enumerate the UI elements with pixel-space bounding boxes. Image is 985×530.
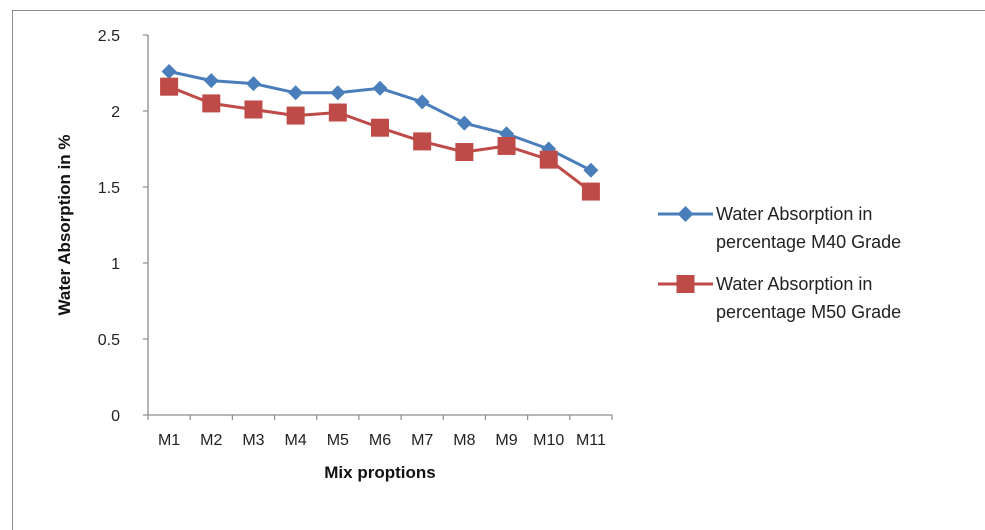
legend-marker-square (676, 275, 695, 293)
data-point-m40 (456, 115, 472, 131)
data-point-m50 (455, 143, 474, 162)
x-tick-label: M1 (158, 432, 180, 449)
data-point-m50 (160, 77, 179, 96)
data-point-m50 (371, 118, 389, 137)
x-tick-label: M5 (327, 432, 349, 449)
x-tick-label: M9 (495, 432, 517, 449)
axes (147, 35, 612, 416)
y-tick-label: 0.5 (98, 332, 120, 349)
x-tick-label: M8 (453, 432, 475, 449)
data-point-m50 (244, 100, 263, 119)
data-point-m40 (583, 162, 599, 178)
legend-item-m40: Water Absorption in percentage M40 Grade (658, 204, 901, 252)
y-tick-label: 0 (111, 408, 120, 425)
y-tick-label: 2.5 (98, 28, 120, 45)
y-ticks: 0 0.5 1 1.5 2 2.5 (98, 28, 148, 425)
data-point-m50 (286, 106, 305, 125)
data-point-m50 (497, 136, 516, 155)
series-line-m50 (168, 85, 592, 193)
line-chart: 0 0.5 1 1.5 2 2.5 M1 M2 M3 M4 M5 M6 M7 M8 M9 M10 M11 Mi… (55, 28, 901, 482)
y-tick-label: 1 (111, 256, 120, 273)
series-layer (160, 63, 600, 201)
legend-label-m40-line2: percentage M40 Grade (716, 232, 901, 252)
legend-item-m50: Water Absorption in percentage M50 Grade (658, 274, 901, 322)
data-point-m40 (330, 85, 346, 101)
data-point-m40 (372, 80, 388, 96)
y-tick-label: 2 (111, 104, 120, 121)
data-point-m50 (413, 132, 432, 151)
data-point-m40 (161, 63, 177, 79)
x-tick-label: M4 (285, 432, 307, 449)
x-axis-title: Mix proptions (324, 463, 435, 482)
x-tick-label: M7 (411, 432, 433, 449)
data-point-m40 (245, 76, 261, 92)
data-point-m40 (203, 73, 219, 89)
legend-label-m40-line1: Water Absorption in (716, 204, 872, 224)
data-point-m50 (581, 182, 600, 201)
data-point-m50 (202, 94, 221, 113)
x-ticks: M1 M2 M3 M4 M5 M6 M7 M8 M9 M10 M11 (147, 415, 613, 449)
legend-label-m50-line2: percentage M50 Grade (716, 302, 901, 322)
x-tick-label: M11 (576, 432, 606, 449)
x-tick-label: M3 (242, 432, 264, 449)
data-point-m40 (414, 94, 430, 110)
data-point-m40 (288, 85, 304, 101)
chart-frame (12, 10, 985, 530)
legend-marker-diamond (677, 206, 694, 222)
data-point-m50 (328, 103, 347, 122)
y-axis-title: Water Absorption in % (55, 134, 74, 315)
x-tick-label: M10 (533, 432, 564, 449)
data-point-m50 (539, 150, 558, 169)
legend: Water Absorption in percentage M40 Grade… (658, 204, 901, 322)
legend-label-m50-line1: Water Absorption in (716, 274, 872, 294)
y-tick-label: 1.5 (98, 180, 120, 197)
x-tick-label: M6 (369, 432, 391, 449)
x-tick-label: M2 (200, 432, 222, 449)
